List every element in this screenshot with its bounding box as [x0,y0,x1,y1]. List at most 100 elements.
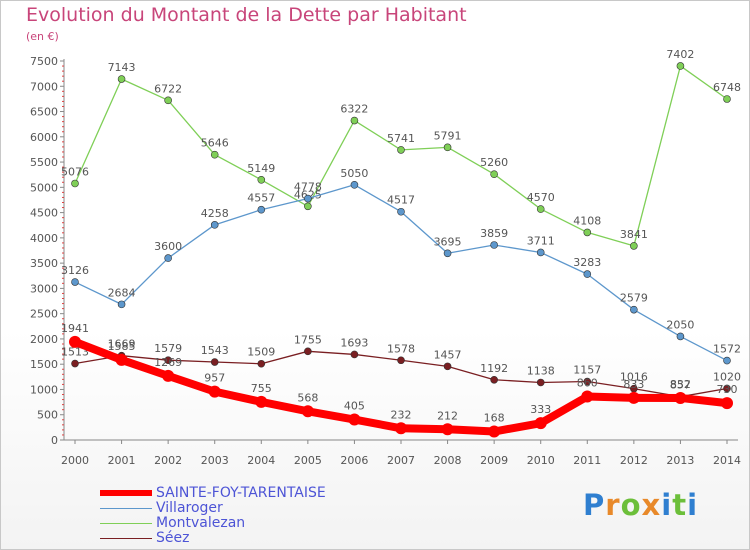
y-tick-label: 2500 [30,308,58,321]
data-point-sainte-foy-tarentaise [208,385,221,398]
data-label-sainte-foy-tarentaise: 212 [437,409,458,422]
y-tick-label: 1000 [30,383,58,396]
data-label-s-ez: 1016 [620,371,648,384]
data-label-sainte-foy-tarentaise: 333 [530,403,551,416]
data-label-s-ez: 1543 [201,344,229,357]
x-tick-label: 2003 [201,454,229,467]
x-tick-label: 2011 [573,454,601,467]
data-point-montvalezan [630,242,638,250]
data-label-montvalezan: 7402 [666,48,694,61]
data-point-sainte-foy-tarentaise [69,335,81,348]
data-point-sainte-foy-tarentaise [441,423,454,436]
data-point-s-ez [583,377,592,386]
data-label-sainte-foy-tarentaise: 1585 [108,340,136,353]
data-point-s-ez [397,356,405,365]
data-label-villaroger: 4557 [247,192,275,205]
data-point-villaroger [350,181,359,189]
data-label-villaroger: 1572 [713,343,741,356]
data-label-montvalezan: 6722 [154,82,182,95]
y-tick-label: 7500 [30,55,58,68]
y-tick-label: 7000 [30,80,58,93]
x-tick-label: 2008 [434,454,462,467]
data-point-villaroger [723,356,731,365]
x-tick-label: 2002 [154,454,182,467]
x-tick-label: 2007 [387,454,415,467]
data-label-villaroger: 3695 [434,235,462,248]
data-label-sainte-foy-tarentaise: 1941 [61,322,89,335]
data-point-sainte-foy-tarentaise [255,395,268,408]
data-point-montvalezan [583,228,592,237]
data-point-s-ez [536,378,545,387]
data-label-montvalezan: 5260 [480,156,508,169]
legend-swatch-seez [100,538,152,539]
data-label-sainte-foy-tarentaise: 1269 [154,356,182,369]
y-tick-label: 6000 [30,131,58,144]
data-point-villaroger [117,300,126,309]
data-label-villaroger: 2684 [108,286,136,299]
data-label-villaroger: 3859 [480,227,508,240]
data-point-s-ez [350,350,359,359]
data-label-villaroger: 3600 [154,240,182,253]
data-label-villaroger: 3126 [61,264,89,277]
data-point-montvalezan [350,116,359,125]
legend-label-sainte-foy: SAINTE-FOY-TARENTAISE [156,485,326,501]
data-point-sainte-foy-tarentaise [674,391,687,404]
data-label-montvalezan: 3841 [620,228,648,241]
data-label-montvalezan: 6748 [713,81,741,94]
y-tick-label: 3500 [30,257,58,270]
data-point-s-ez [257,359,266,368]
legend-label-seez: Séez [156,530,190,546]
data-point-s-ez [71,359,79,368]
legend-item-montvalezan: Montvalezan [100,515,360,532]
data-label-s-ez: 1020 [713,370,741,383]
x-tick-label: 2000 [61,454,89,467]
y-tick-label: 2000 [30,333,58,346]
data-point-villaroger [490,241,498,249]
data-label-s-ez: 1579 [154,342,182,355]
data-point-villaroger [630,305,638,314]
data-point-montvalezan [257,176,266,184]
data-label-s-ez: 1693 [340,336,368,349]
data-label-montvalezan: 5076 [61,165,89,178]
data-label-sainte-foy-tarentaise: 168 [484,412,505,425]
data-point-sainte-foy-tarentaise [115,353,128,366]
data-label-sainte-foy-tarentaise: 755 [251,382,272,395]
x-tick-label: 2010 [527,454,555,467]
data-label-villaroger: 4778 [294,181,322,194]
data-label-montvalezan: 6322 [340,103,368,116]
legend-swatch-montvalezan [100,523,152,524]
data-point-sainte-foy-tarentaise [581,390,594,403]
data-label-s-ez: 1192 [480,362,508,375]
data-point-villaroger [443,249,452,258]
data-label-s-ez: 1457 [434,348,462,361]
data-label-s-ez: 1578 [387,342,415,355]
x-tick-label: 2013 [666,454,694,467]
data-point-villaroger [71,278,79,286]
legend-swatch-villaroger [100,508,152,509]
data-point-villaroger [304,194,312,203]
legend-label-montvalezan: Montvalezan [156,515,246,531]
y-tick-label: 3000 [30,282,58,295]
data-point-villaroger [257,205,266,214]
data-point-montvalezan [723,95,731,103]
data-label-villaroger: 5050 [340,167,368,180]
data-point-montvalezan [490,170,498,178]
legend-item-sainte-foy: SAINTE-FOY-TARENTAISE [100,485,360,502]
data-point-sainte-foy-tarentaise [534,417,547,430]
data-point-sainte-foy-tarentaise [162,369,175,382]
data-point-villaroger [536,248,545,257]
data-label-sainte-foy-tarentaise: 833 [623,378,644,391]
chart-title: Evolution du Montant de la Dette par Hab… [26,4,467,26]
y-tick-label: 500 [37,409,58,422]
data-label-montvalezan: 5149 [247,162,275,175]
data-label-montvalezan: 4570 [527,191,555,204]
data-label-villaroger: 4517 [387,194,415,207]
data-label-sainte-foy-tarentaise: 730 [717,383,738,396]
data-point-montvalezan [304,202,312,211]
data-label-s-ez: 1157 [573,364,601,377]
data-label-sainte-foy-tarentaise: 405 [344,400,365,413]
x-tick-label: 2006 [340,454,368,467]
data-point-villaroger [397,207,405,216]
x-tick-label: 2001 [108,454,136,467]
